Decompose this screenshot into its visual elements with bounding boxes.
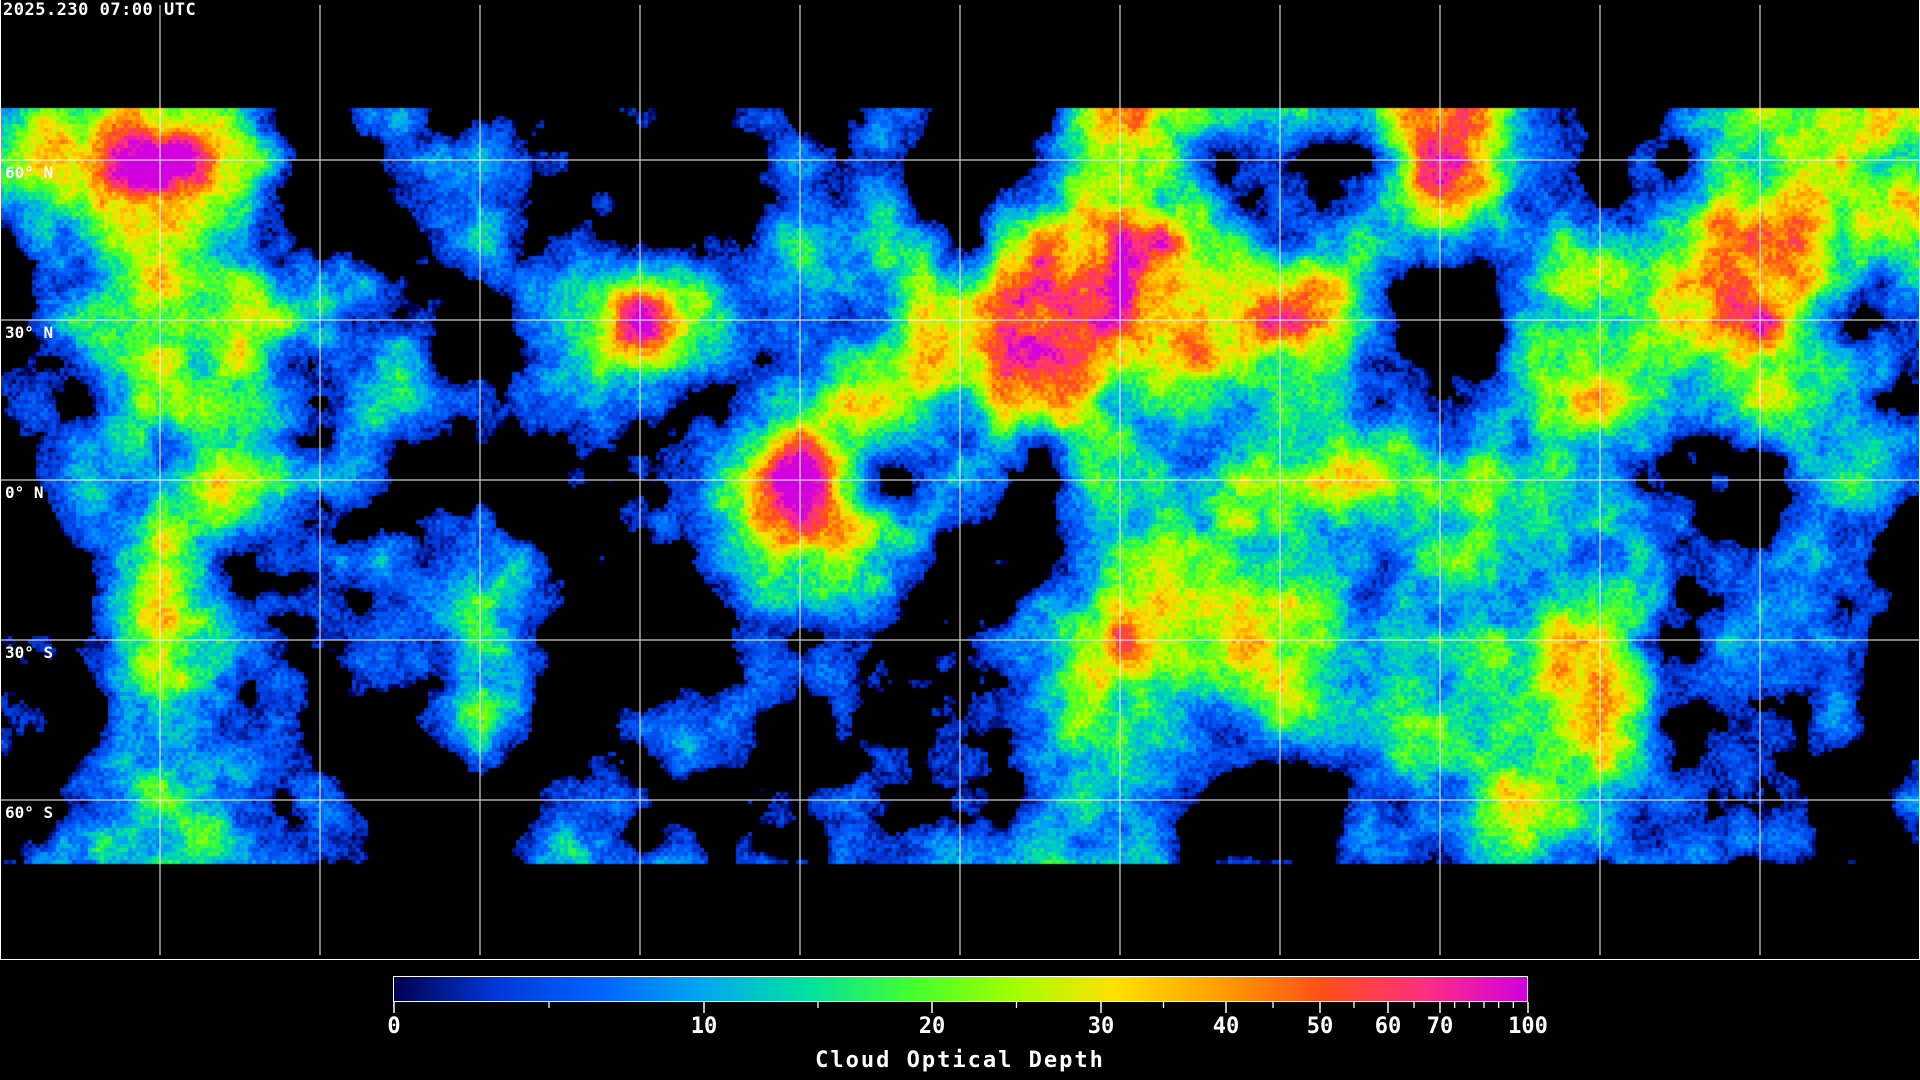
- colorbar-title: Cloud Optical Depth: [815, 1048, 1105, 1073]
- lat-label-30s: 30° S: [5, 643, 54, 662]
- colorbar-tick-label: 100: [1508, 1014, 1548, 1039]
- colorbar-tick-label: 60: [1374, 1014, 1402, 1039]
- colorbar-tick-label: 20: [918, 1014, 946, 1039]
- colorbar-tick-label: 10: [690, 1014, 718, 1039]
- colorbar-tick-label: 30: [1087, 1014, 1115, 1039]
- lat-label-60s: 60° S: [5, 803, 54, 822]
- lat-label-30n: 30° N: [5, 323, 54, 342]
- colorbar-tick-label: 50: [1306, 1014, 1334, 1039]
- colorbar-tick-label: 40: [1212, 1014, 1240, 1039]
- lat-label-60n: 60° N: [5, 163, 54, 182]
- lat-label-0n: 0° N: [5, 483, 44, 502]
- timestamp-title: 2025.230 07:00 UTC: [3, 0, 197, 20]
- map-gridlines: [0, 0, 1920, 960]
- colorbar-tick-label: 0: [387, 1014, 401, 1039]
- colorbar: [393, 976, 1528, 1002]
- colorbar-tick-label: 70: [1426, 1014, 1454, 1039]
